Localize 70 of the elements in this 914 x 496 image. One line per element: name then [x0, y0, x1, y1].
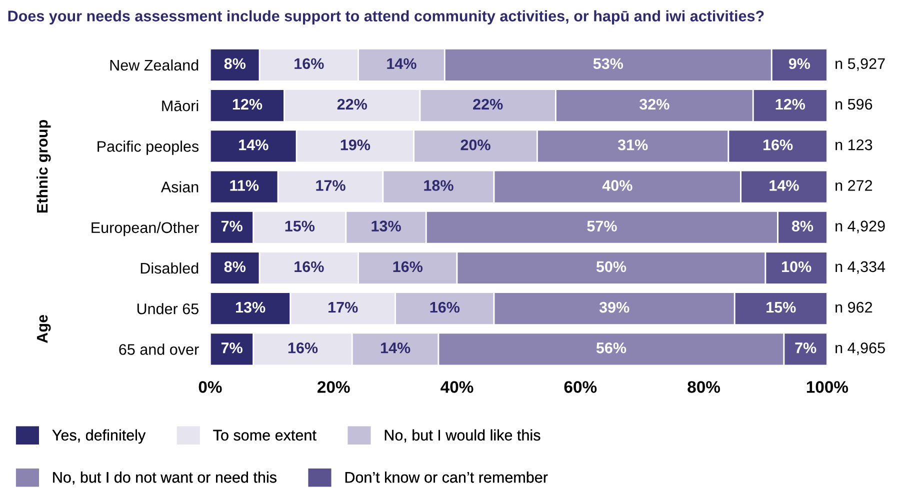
text: n 4,929 — [836, 220, 885, 234]
text: n 596 — [836, 98, 872, 110]
y-tick-label: Disabled — [140, 262, 198, 274]
legend-label: To some extent — [213, 430, 316, 441]
data-label: 18% — [424, 180, 454, 191]
x-tick-label: 60% — [564, 381, 597, 393]
data-label: 7% — [795, 342, 816, 354]
data-label: 17% — [328, 302, 358, 313]
data-label: 16% — [288, 342, 318, 354]
data-label: 31% — [618, 139, 648, 150]
y-tick-label: New Zealand — [110, 59, 198, 71]
data-label: 14% — [239, 139, 268, 150]
y-tick-label: Asian — [160, 181, 198, 192]
data-label: 14% — [770, 180, 799, 191]
text: Ethnic group — [36, 120, 51, 213]
data-label: 20% — [460, 139, 490, 150]
data-label: 57% — [587, 220, 617, 232]
data-label: 16% — [430, 302, 460, 313]
text: n 4,965 — [836, 342, 885, 356]
data-label: 16% — [294, 261, 324, 272]
data-label: 19% — [340, 139, 370, 150]
data-label: 9% — [788, 58, 810, 70]
data-label: 22% — [473, 98, 503, 110]
y-tick-label: Pacific peoples — [98, 140, 199, 155]
data-label: 8% — [792, 220, 814, 232]
y-tick-label: Under 65 — [137, 303, 198, 314]
legend-label: Don’t know or can’t remember — [345, 472, 548, 483]
data-label: 40% — [602, 180, 632, 191]
data-label: 15% — [285, 220, 315, 232]
data-label: 50% — [596, 261, 626, 272]
y-tick-label: 65 and over — [119, 344, 199, 355]
text: Age — [37, 315, 51, 343]
data-label: 22% — [337, 98, 368, 110]
y-tick-label: European/Other — [92, 222, 199, 236]
data-label: 13% — [236, 302, 266, 313]
x-tick-label: 80% — [688, 381, 720, 393]
y-tick-label: Māori — [162, 100, 198, 112]
data-label: 32% — [639, 98, 670, 110]
chart-title: Does your needs assessment include support to attend community activities, or hapū and iwi activities? — [8, 10, 764, 24]
data-label: 15% — [766, 302, 796, 313]
data-label: 8% — [224, 58, 246, 70]
data-label: 13% — [372, 220, 401, 232]
data-label: 16% — [294, 58, 324, 70]
text: n 962 — [836, 302, 872, 313]
x-tick-label: 0% — [198, 381, 222, 393]
text: n 5,927 — [836, 58, 885, 71]
data-label: 14% — [380, 342, 410, 354]
x-tick-label: 20% — [318, 381, 350, 393]
data-label: 12% — [776, 98, 806, 110]
x-tick-label: 100% — [806, 381, 848, 393]
data-label: 10% — [782, 261, 812, 272]
data-label: 53% — [593, 58, 624, 70]
legend-label: Yes, definitely — [52, 429, 146, 444]
data-label: 39% — [599, 302, 630, 313]
data-label: 11% — [230, 180, 259, 191]
data-label: 56% — [596, 342, 626, 354]
data-label: 16% — [393, 261, 423, 272]
data-label: 17% — [316, 180, 346, 191]
legend-label: No, but I do not want or need this — [53, 472, 276, 485]
text: n 123 — [836, 139, 872, 150]
legend-label: No, but I would like this — [384, 429, 540, 442]
data-label: 7% — [221, 342, 242, 354]
data-label: 7% — [221, 220, 242, 232]
data-label: 8% — [224, 261, 246, 272]
data-label: 14% — [387, 58, 416, 70]
text: n 4,334 — [836, 261, 886, 274]
data-label: 12% — [232, 98, 262, 110]
text: n 272 — [836, 180, 872, 191]
data-label: 16% — [763, 139, 793, 150]
x-tick-label: 40% — [440, 381, 474, 393]
